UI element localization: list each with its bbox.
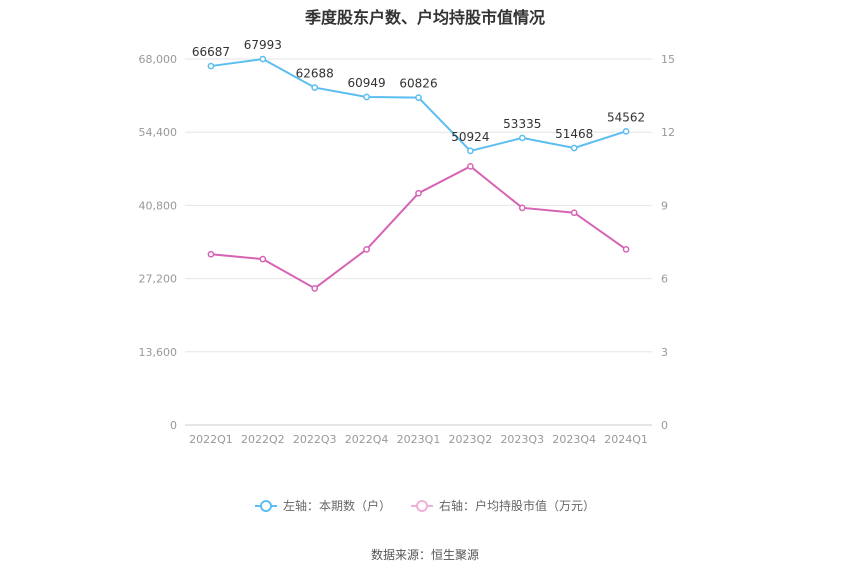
data-point[interactable] bbox=[207, 62, 215, 70]
legend-marker-avg-value bbox=[411, 499, 433, 512]
data-point[interactable] bbox=[570, 144, 578, 152]
data-point[interactable] bbox=[518, 134, 526, 142]
x-axis-ticks: 2022Q1 2022Q2 2022Q3 2022Q4 2023Q1 2023Q2 2023… bbox=[189, 433, 648, 446]
legend-label-avg-value: 右轴：户均持股市值（万元） bbox=[439, 499, 596, 513]
data-point[interactable] bbox=[415, 189, 422, 197]
x-axis-tick-label: 2023Q4 bbox=[552, 433, 596, 446]
grid-lines bbox=[185, 58, 652, 426]
legend-label-households: 左轴：本期数（户） bbox=[282, 499, 391, 513]
right-axis-tick-label: 3 bbox=[661, 346, 668, 359]
series-lines bbox=[210, 58, 627, 290]
chart-title: 季度股东户数、户均持股市值情况 bbox=[304, 8, 545, 27]
series-line-1 bbox=[210, 165, 627, 290]
left-axis-tick-label: 54,400 bbox=[139, 126, 178, 139]
x-axis-tick-label: 2023Q3 bbox=[500, 433, 544, 446]
data-point[interactable] bbox=[363, 93, 370, 101]
data-point[interactable] bbox=[622, 245, 630, 253]
legend-item-households[interactable]: 左轴：本期数（户） bbox=[254, 497, 391, 514]
x-axis-tick-label: 2023Q2 bbox=[449, 433, 493, 446]
data-point[interactable] bbox=[207, 250, 215, 258]
left-axis-tick-label: 0 bbox=[170, 419, 177, 432]
data-point[interactable] bbox=[570, 209, 578, 217]
legend: 左轴：本期数（户） 右轴：户均持股市值（万元） bbox=[0, 497, 850, 514]
right-axis-tick-label: 12 bbox=[661, 126, 675, 139]
x-axis-tick-label: 2022Q4 bbox=[345, 433, 389, 446]
data-label: 62688 bbox=[296, 67, 334, 81]
data-label: 51468 bbox=[555, 127, 593, 141]
data-source: 数据来源：恒生聚源 bbox=[370, 548, 479, 562]
data-label: 60949 bbox=[348, 76, 386, 90]
right-axis-ticks: 0 3 6 9 12 15 bbox=[661, 53, 675, 432]
left-axis-tick-label: 40,800 bbox=[139, 199, 178, 212]
data-labels: 66687 67993 62688 60949 60826 50924 53335 51468… bbox=[192, 38, 645, 144]
right-axis-tick-label: 6 bbox=[661, 273, 668, 286]
data-point[interactable] bbox=[311, 84, 319, 91]
data-point[interactable] bbox=[518, 204, 526, 212]
data-label: 54562 bbox=[607, 110, 645, 124]
data-point[interactable] bbox=[311, 285, 319, 292]
x-axis-tick-label: 2023Q1 bbox=[397, 433, 441, 446]
x-axis-tick-label: 2024Q1 bbox=[604, 433, 648, 446]
data-point[interactable] bbox=[467, 163, 474, 170]
right-axis-tick-label: 9 bbox=[661, 199, 668, 212]
data-label: 53335 bbox=[503, 117, 541, 131]
left-axis-tick-label: 13,600 bbox=[139, 346, 178, 359]
data-point[interactable] bbox=[622, 127, 630, 135]
series-points bbox=[207, 55, 630, 292]
data-point[interactable] bbox=[259, 55, 267, 63]
data-label: 50924 bbox=[451, 130, 489, 144]
x-axis-tick-label: 2022Q1 bbox=[189, 433, 233, 446]
x-axis-tick-label: 2022Q2 bbox=[241, 433, 285, 446]
data-point[interactable] bbox=[467, 147, 474, 155]
left-axis-tick-label: 68,000 bbox=[139, 53, 178, 66]
data-label: 60826 bbox=[399, 77, 437, 91]
right-axis-tick-label: 0 bbox=[661, 419, 668, 432]
legend-marker-households bbox=[254, 499, 277, 512]
right-axis-tick-label: 15 bbox=[661, 53, 675, 66]
data-label: 66687 bbox=[192, 45, 230, 59]
data-label: 67993 bbox=[244, 38, 282, 52]
data-point[interactable] bbox=[259, 255, 267, 263]
left-axis-ticks: 0 13,600 27,200 40,800 54,400 68,000 bbox=[139, 53, 178, 432]
left-axis-tick-label: 27,200 bbox=[139, 273, 178, 286]
data-point[interactable] bbox=[415, 94, 422, 101]
x-axis-tick-label: 2022Q3 bbox=[293, 433, 337, 446]
legend-item-avg-value[interactable]: 右轴：户均持股市值（万元） bbox=[411, 497, 595, 514]
data-point[interactable] bbox=[363, 245, 370, 253]
